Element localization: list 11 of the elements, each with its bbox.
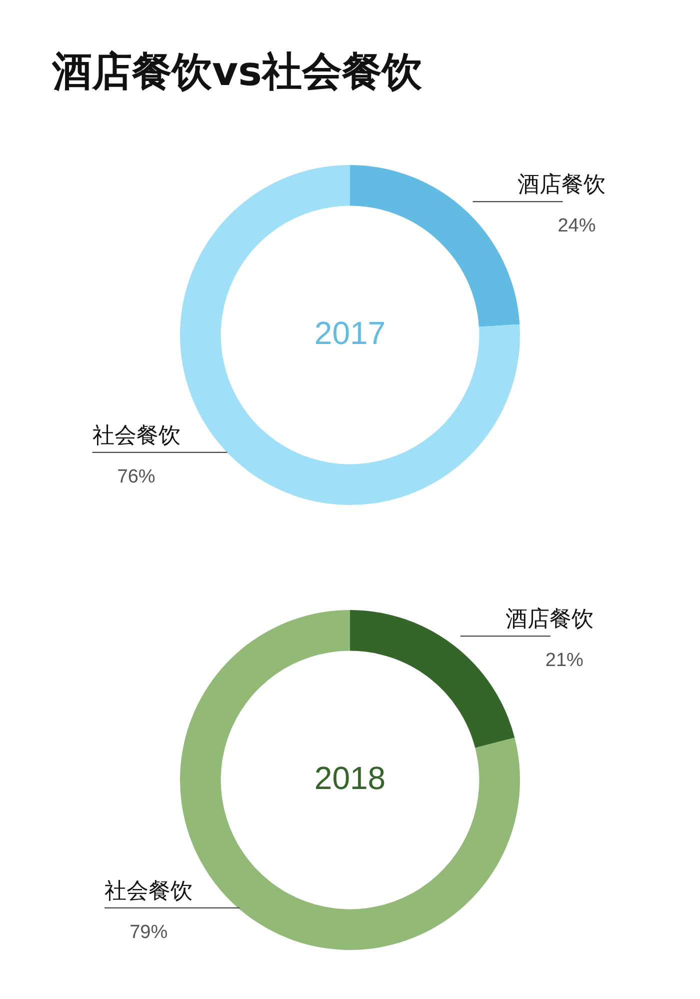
text: 2017	[314, 314, 386, 351]
data-label: 76%	[117, 466, 156, 488]
slice-label: 酒店餐饮	[505, 607, 594, 632]
slice-label: 酒店餐饮	[518, 172, 606, 198]
text: 2018	[314, 760, 386, 796]
data-label: 21%	[545, 650, 584, 672]
data-label: 79%	[130, 922, 168, 943]
data-label: 24%	[558, 216, 596, 237]
slice-label: 社会餐饮	[92, 423, 180, 448]
chart-title: 酒店餐饮vs社会餐饮	[52, 48, 422, 97]
slice-label: 社会餐饮	[104, 878, 193, 904]
